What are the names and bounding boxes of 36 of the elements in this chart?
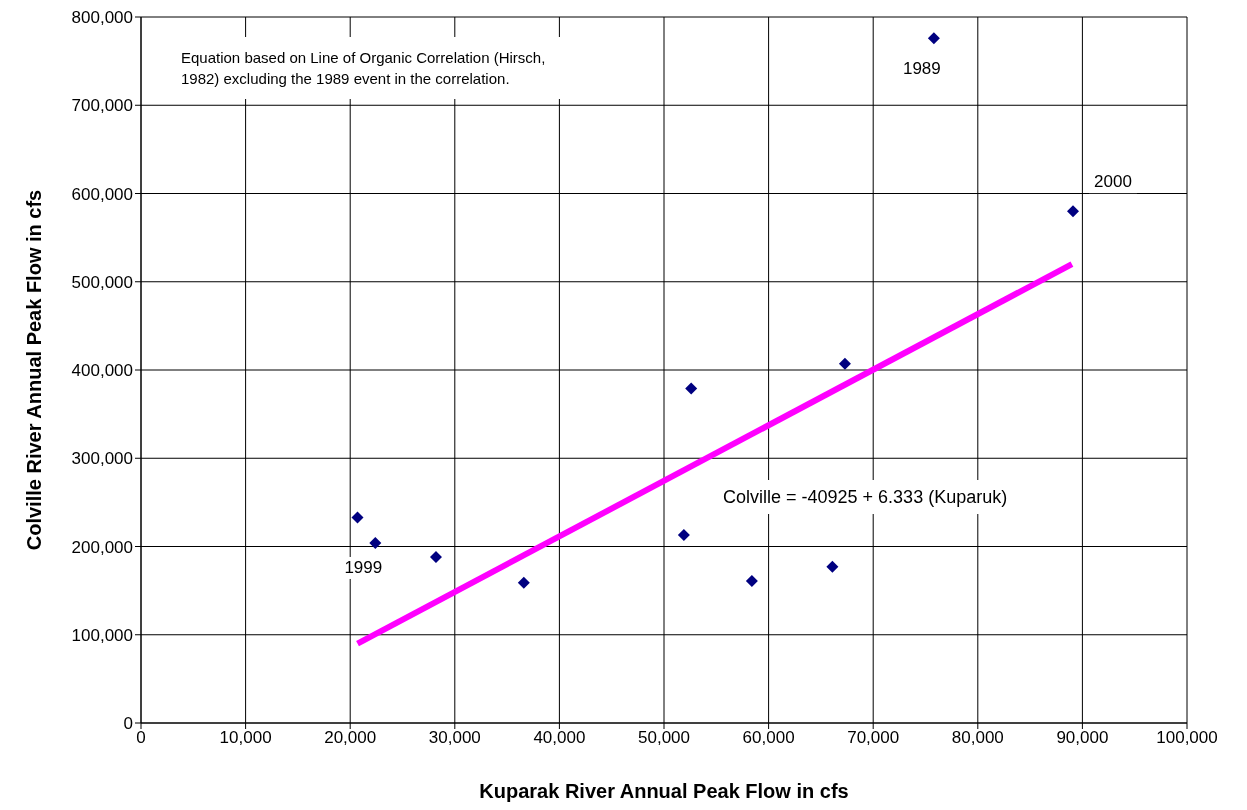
x-tick-label: 40,000 xyxy=(533,728,586,748)
annotation: 2000 xyxy=(1094,172,1132,192)
x-tick-label: 20,000 xyxy=(324,728,377,748)
point xyxy=(369,536,382,549)
point xyxy=(685,382,698,395)
y-tick-label: 600,000 xyxy=(71,184,133,204)
point xyxy=(745,574,758,587)
x-tick-label: 10,000 xyxy=(219,728,272,748)
point xyxy=(838,357,851,370)
y-tick-label: 100,000 xyxy=(71,625,133,645)
x-tick-label: 90,000 xyxy=(1056,728,1109,748)
point xyxy=(1066,205,1079,218)
x-tick-label: 60,000 xyxy=(742,728,795,748)
y-tick-label: 800,000 xyxy=(71,8,133,28)
y-tick-label: 300,000 xyxy=(71,449,133,469)
y-tick-label: 0 xyxy=(123,714,133,734)
point xyxy=(517,576,530,589)
y-tick-label: 200,000 xyxy=(71,537,133,557)
y-tick-label: 400,000 xyxy=(71,361,133,381)
point xyxy=(826,560,839,573)
y-axis-title: Colville River Annual Peak Flow in cfs xyxy=(23,189,46,551)
point xyxy=(429,551,442,564)
y-tick-label: 500,000 xyxy=(71,272,133,292)
point xyxy=(677,529,690,542)
annotation: 1989 xyxy=(902,59,941,79)
x-tick-label: 50,000 xyxy=(638,728,690,748)
point xyxy=(927,32,940,45)
x-tick-label: 0 xyxy=(136,728,146,748)
x-axis-title: Kuparak River Annual Peak Flow in cfs xyxy=(479,780,849,802)
x-tick-label: 30,000 xyxy=(428,728,481,748)
x-tick-label: 100,000 xyxy=(1156,728,1218,748)
y-tick-label: 700,000 xyxy=(71,96,133,116)
x-tick-label: 70,000 xyxy=(847,728,900,748)
annotation: 1999 xyxy=(344,557,383,577)
x-tick-label: 80,000 xyxy=(951,728,1004,748)
point xyxy=(351,511,364,524)
